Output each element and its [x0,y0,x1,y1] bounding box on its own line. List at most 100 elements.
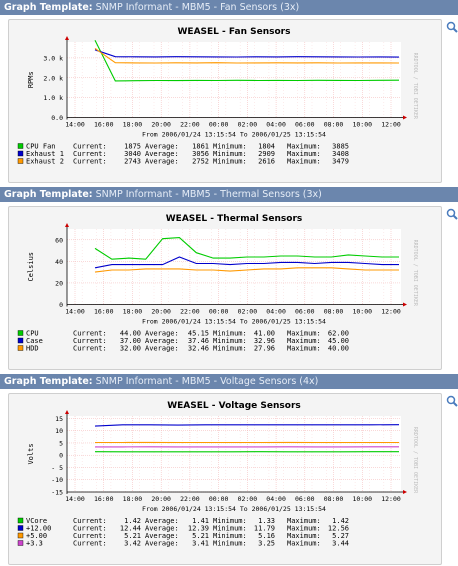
legend-minimum-label: Minimum: [213,143,247,151]
header-lead: Graph Template: [4,2,93,13]
x-tick-label: 10:00 [352,121,372,129]
series-line--12-00 [94,424,400,427]
legend-minimum-value: 1804 [258,143,275,151]
y-tick-label: - 5 [51,464,63,472]
graph-template-header: Graph Template: SNMP Informant - MBM5 - … [0,374,458,389]
time-range-text: From 2006/01/24 13:15:54 To 2006/01/25 1… [142,131,326,139]
legend-minimum-label: Minimum: [213,337,247,345]
legend-minimum-label: Minimum: [213,330,247,338]
y-tick-label: 0 [59,301,63,309]
y-tick-label: 40 [55,258,63,266]
series-line-exhaust-2 [94,47,400,64]
x-tick-label: 02:00 [238,308,258,316]
template-name: SNMP Informant - MBM5 - Fan Sensors (3x) [95,2,300,13]
legend-maximum-value: 12.56 [328,525,349,533]
legend-average-label: Average: [145,158,179,166]
rrdtool-watermark: RRDTOOL / TOBI OETIKER [412,427,418,494]
graph-section-thermal: Graph Template: SNMP Informant - MBM5 - … [0,187,458,374]
y-axis-label: Celsius [27,252,35,282]
plot-area [67,42,401,118]
legend-average-label: Average: [145,330,179,338]
legend-swatch [17,158,24,164]
legend-current-label: Current: [73,158,107,166]
y-tick-label: 0 [59,452,63,460]
y-tick-label: -10 [51,476,63,484]
legend-maximum-label: Maximum: [287,150,321,158]
y-axis-arrow [65,410,69,414]
legend-current-value: 1875 [124,143,141,151]
x-tick-label: 14:00 [65,495,85,503]
legend-swatch [17,330,24,336]
zoom-icon[interactable] [446,208,458,220]
y-tick-label: 15 [55,415,63,423]
legend-current-value: 12.44 [120,525,141,533]
legend-current-value: 1.42 [124,517,141,525]
legend-average-value: 32.46 [188,345,209,353]
x-tick-label: 18:00 [123,495,143,503]
chart-title: WEASEL - Voltage Sensors [167,401,301,411]
x-tick-label: 16:00 [94,495,114,503]
legend-minimum-value: 5.16 [258,532,275,540]
x-tick-label: 14:00 [65,121,85,129]
series-line-cpu-fan [94,40,400,82]
legend-average-value: 3056 [192,150,209,158]
legend-current-label: Current: [73,330,107,338]
x-tick-label: 10:00 [352,308,372,316]
x-tick-label: 02:00 [238,121,258,129]
x-tick-label: 02:00 [238,495,258,503]
x-tick-label: 08:00 [324,121,344,129]
legend-series-name: +3.3 [26,540,43,548]
zoom-icon[interactable] [446,21,458,33]
legend-minimum-value: 32.96 [254,337,275,345]
zoom-icon[interactable] [446,395,458,407]
legend-swatch [17,532,24,539]
chart-title: WEASEL - Fan Sensors [178,27,291,37]
legend-average-label: Average: [145,143,179,151]
legend-series-name: CPU [26,330,39,338]
legend-average-value: 2752 [192,158,209,166]
legend-current-label: Current: [73,337,107,345]
graph-template-header: Graph Template: SNMP Informant - MBM5 - … [0,0,458,15]
legend-maximum-value: 62.00 [328,330,349,338]
legend-current-label: Current: [73,345,107,353]
x-tick-label: 22:00 [180,308,200,316]
x-tick-label: 00:00 [209,495,229,503]
x-tick-label: 04:00 [266,308,286,316]
legend-maximum-label: Maximum: [287,143,321,151]
x-tick-label: 16:00 [94,308,114,316]
graph-image[interactable]: WEASEL - Fan Sensors 14:00 16:00 18:00 20:00… [8,19,442,183]
legend-average-value: 45.15 [188,330,209,338]
legend-current-value: 3040 [124,150,141,158]
legend-maximum-value: 5.27 [332,532,349,540]
plot-area [67,416,401,492]
legend-minimum-label: Minimum: [213,525,247,533]
x-axis-arrow [403,302,407,307]
legend-swatch [17,150,24,157]
y-tick-label: 60 [55,236,63,244]
time-range-text: From 2006/01/24 13:15:54 To 2006/01/25 1… [142,505,326,513]
legend-maximum-value: 3479 [332,158,349,166]
legend-current-label: Current: [73,143,107,151]
y-axis-label: RPMs [27,71,35,88]
x-tick-label: 06:00 [295,121,315,129]
x-tick-label: 22:00 [180,495,200,503]
legend-maximum-value: 3408 [332,150,349,158]
legend-minimum-value: 1.33 [258,517,275,525]
legend-minimum-label: Minimum: [213,532,247,540]
legend-average-label: Average: [145,525,179,533]
graph-template-header: Graph Template: SNMP Informant - MBM5 - … [0,187,458,202]
legend-average-label: Average: [145,345,179,353]
graph-image[interactable]: WEASEL - Voltage Sensors 14:00 16:00 18:00 2… [8,393,442,565]
graph-image[interactable]: WEASEL - Thermal Sensors 14:00 16:00 18:00 2… [8,206,442,370]
legend-minimum-value: 2616 [258,158,275,166]
legend-series-name: Exhaust 1 [26,150,64,158]
legend-minimum-label: Minimum: [213,540,247,548]
legend-minimum-label: Minimum: [213,345,247,353]
legend-average-value: 3.41 [192,540,209,548]
y-tick-label: 5 [59,439,63,447]
x-tick-label: 08:00 [324,495,344,503]
legend-swatch [17,540,24,546]
x-tick-label: 14:00 [65,308,85,316]
voltage-chart: WEASEL - Voltage Sensors 14:00 16:00 18:00 2… [17,401,418,548]
fan-chart: WEASEL - Fan Sensors 14:00 16:00 18:00 20:00… [17,27,418,166]
